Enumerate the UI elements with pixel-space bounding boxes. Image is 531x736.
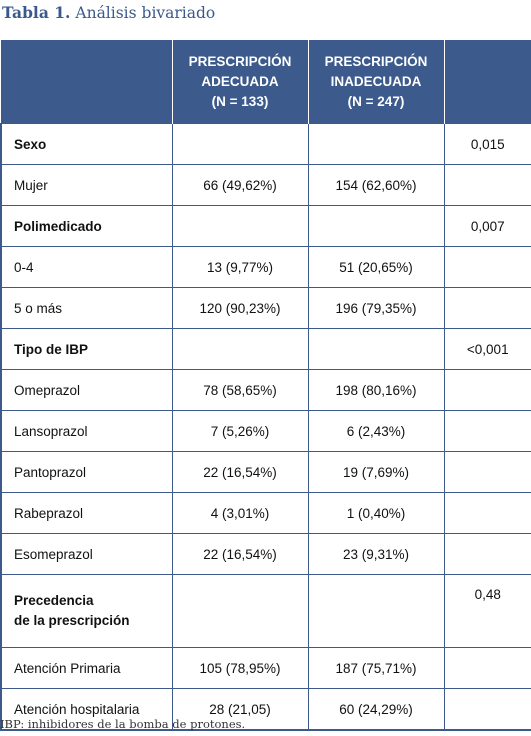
cell-inadecuada	[307, 205, 445, 247]
table-row: Esomeprazol 22 (16,54%) 23 (9,31%)	[0, 533, 531, 575]
row-label: Rabeprazol	[0, 492, 173, 534]
header-adecuada: PRESCRIPCIÓN ADECUADA (N = 133)	[171, 40, 308, 124]
row-label: Sexo	[0, 123, 173, 165]
row-label: Atención Primaria	[0, 647, 173, 689]
cell-adecuada: 22 (16,54%)	[171, 533, 309, 575]
table-row: Precedencia de la prescripción 0,48	[0, 574, 531, 648]
table-row: Sexo 0,015	[0, 123, 531, 165]
bivariate-table: PRESCRIPCIÓN ADECUADA (N = 133) PRESCRIP…	[0, 40, 531, 731]
row-label: 0-4	[0, 246, 173, 288]
table-footnote: IBP: inhibidores de la bomba de protones…	[0, 717, 246, 731]
table-row: Omeprazol 78 (58,65%) 198 (80,16%)	[0, 369, 531, 411]
cell-adecuada	[171, 328, 309, 370]
header-empty-right	[443, 40, 531, 124]
cell-adecuada	[171, 574, 309, 648]
row-label: Mujer	[0, 164, 173, 206]
table-caption-label: Tabla 1.	[2, 3, 71, 22]
row-label: Polimedicado	[0, 205, 173, 247]
cell-p-value	[443, 369, 531, 411]
cell-inadecuada	[307, 328, 445, 370]
cell-adecuada: 4 (3,01%)	[171, 492, 309, 534]
table-header-row: PRESCRIPCIÓN ADECUADA (N = 133) PRESCRIP…	[1, 40, 531, 124]
cell-inadecuada: 154 (62,60%)	[307, 164, 445, 206]
table-caption: Tabla 1. Análisis bivariado	[2, 3, 215, 22]
cell-p-value: 0,48	[443, 574, 531, 648]
cell-adecuada	[171, 123, 309, 165]
table-row: Mujer 66 (49,62%) 154 (62,60%)	[0, 164, 531, 206]
cell-adecuada: 13 (9,77%)	[171, 246, 309, 288]
cell-p-value	[443, 688, 531, 731]
row-label: Esomeprazol	[0, 533, 173, 575]
cell-p-value: 0,015	[443, 123, 531, 165]
cell-p-value	[443, 246, 531, 288]
cell-p-value: 0,007	[443, 205, 531, 247]
cell-inadecuada: 1 (0,40%)	[307, 492, 445, 534]
cell-adecuada	[171, 205, 309, 247]
cell-p-value	[443, 492, 531, 534]
cell-adecuada: 7 (5,26%)	[171, 410, 309, 452]
cell-p-value	[443, 533, 531, 575]
cell-adecuada: 22 (16,54%)	[171, 451, 309, 493]
row-label: Omeprazol	[0, 369, 173, 411]
cell-adecuada: 78 (58,65%)	[171, 369, 309, 411]
cell-inadecuada: 196 (79,35%)	[307, 287, 445, 329]
cell-p-value	[443, 410, 531, 452]
cell-inadecuada: 60 (24,29%)	[307, 688, 445, 731]
cell-inadecuada	[307, 123, 445, 165]
cell-p-value: <0,001	[443, 328, 531, 370]
table-row: 0-4 13 (9,77%) 51 (20,65%)	[0, 246, 531, 288]
cell-inadecuada: 6 (2,43%)	[307, 410, 445, 452]
cell-inadecuada: 23 (9,31%)	[307, 533, 445, 575]
cell-p-value	[443, 451, 531, 493]
row-label: 5 o más	[0, 287, 173, 329]
row-label: Lansoprazol	[0, 410, 173, 452]
cell-inadecuada: 51 (20,65%)	[307, 246, 445, 288]
table-row: 5 o más 120 (90,23%) 196 (79,35%)	[0, 287, 531, 329]
cell-inadecuada	[307, 574, 445, 648]
cell-inadecuada: 187 (75,71%)	[307, 647, 445, 689]
row-label: Atención hospitalaria	[0, 688, 173, 731]
cell-adecuada: 28 (21,05)	[171, 688, 309, 731]
table-row: Atención Primaria 105 (78,95%) 187 (75,7…	[0, 647, 531, 689]
table-row: Atención hospitalaria 28 (21,05) 60 (24,…	[0, 688, 531, 731]
header-empty-left	[1, 40, 172, 124]
row-label: Tipo de IBP	[0, 328, 173, 370]
header-inadecuada: PRESCRIPCIÓN INADECUADA (N = 247)	[307, 40, 444, 124]
table-row: Tipo de IBP <0,001	[0, 328, 531, 370]
cell-adecuada: 105 (78,95%)	[171, 647, 309, 689]
row-label: Pantoprazol	[0, 451, 173, 493]
cell-adecuada: 66 (49,62%)	[171, 164, 309, 206]
table-caption-title: Análisis bivariado	[75, 4, 216, 22]
row-label: Precedencia de la prescripción	[0, 574, 173, 648]
table-row: Pantoprazol 22 (16,54%) 19 (7,69%)	[0, 451, 531, 493]
cell-inadecuada: 198 (80,16%)	[307, 369, 445, 411]
cell-adecuada: 120 (90,23%)	[171, 287, 309, 329]
cell-p-value	[443, 647, 531, 689]
table-row: Lansoprazol 7 (5,26%) 6 (2,43%)	[0, 410, 531, 452]
cell-p-value	[443, 164, 531, 206]
cell-p-value	[443, 287, 531, 329]
table-row: Polimedicado 0,007	[0, 205, 531, 247]
cell-inadecuada: 19 (7,69%)	[307, 451, 445, 493]
table-row: Rabeprazol 4 (3,01%) 1 (0,40%)	[0, 492, 531, 534]
